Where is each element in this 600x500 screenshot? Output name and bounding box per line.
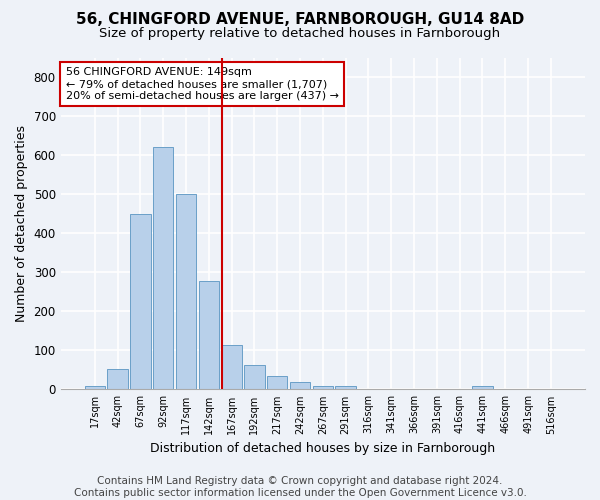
Bar	[290, 382, 310, 390]
Text: 56, CHINGFORD AVENUE, FARNBOROUGH, GU14 8AD: 56, CHINGFORD AVENUE, FARNBOROUGH, GU14 …	[76, 12, 524, 28]
Bar	[176, 194, 196, 390]
Bar	[85, 386, 105, 390]
Bar	[221, 344, 242, 390]
Text: Size of property relative to detached houses in Farnborough: Size of property relative to detached ho…	[100, 28, 500, 40]
Text: Contains HM Land Registry data © Crown copyright and database right 2024.
Contai: Contains HM Land Registry data © Crown c…	[74, 476, 526, 498]
X-axis label: Distribution of detached houses by size in Farnborough: Distribution of detached houses by size …	[150, 442, 496, 455]
Bar	[313, 386, 333, 390]
Bar	[472, 386, 493, 390]
Bar	[335, 386, 356, 390]
Text: 56 CHINGFORD AVENUE: 149sqm
← 79% of detached houses are smaller (1,707)
20% of : 56 CHINGFORD AVENUE: 149sqm ← 79% of det…	[66, 68, 339, 100]
Bar	[107, 369, 128, 390]
Bar	[153, 146, 173, 390]
Bar	[244, 365, 265, 390]
Bar	[267, 376, 287, 390]
Bar	[199, 281, 219, 390]
Bar	[130, 214, 151, 390]
Y-axis label: Number of detached properties: Number of detached properties	[15, 125, 28, 322]
